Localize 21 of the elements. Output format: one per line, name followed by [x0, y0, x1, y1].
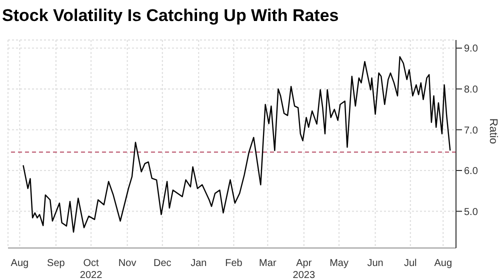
- x-tick-label: Apr 2023: [292, 258, 316, 280]
- chart-title: Stock Volatility Is Catching Up With Rates: [1, 5, 340, 27]
- x-tick-label: Jun: [367, 258, 384, 269]
- x-tick-label: Oct 2022: [80, 258, 103, 280]
- x-tick-label: Nov: [118, 258, 136, 269]
- y-tick-label: 9.0: [464, 44, 478, 55]
- y-tick-label: 8.0: [464, 84, 478, 96]
- y-tick-label: 5.0: [464, 206, 478, 218]
- x-tick-label: May: [330, 258, 348, 269]
- x-tick-label: Dec: [154, 258, 172, 269]
- line-series: [22, 56, 451, 233]
- x-tick-label: Aug: [10, 258, 29, 269]
- x-tick-label: Sep: [47, 258, 66, 269]
- x-tick-label: Jul: [404, 258, 417, 269]
- x-tick-label: Feb: [225, 258, 243, 269]
- x-tick-label: Aug: [434, 258, 452, 269]
- y-axis-title: Ratio: [487, 118, 500, 144]
- x-tick-label: Jan: [190, 258, 207, 269]
- x-tick-label: Mar: [259, 258, 277, 269]
- y-tick-label: 7.0: [464, 125, 478, 136]
- y-tick-label: 6.0: [464, 166, 478, 178]
